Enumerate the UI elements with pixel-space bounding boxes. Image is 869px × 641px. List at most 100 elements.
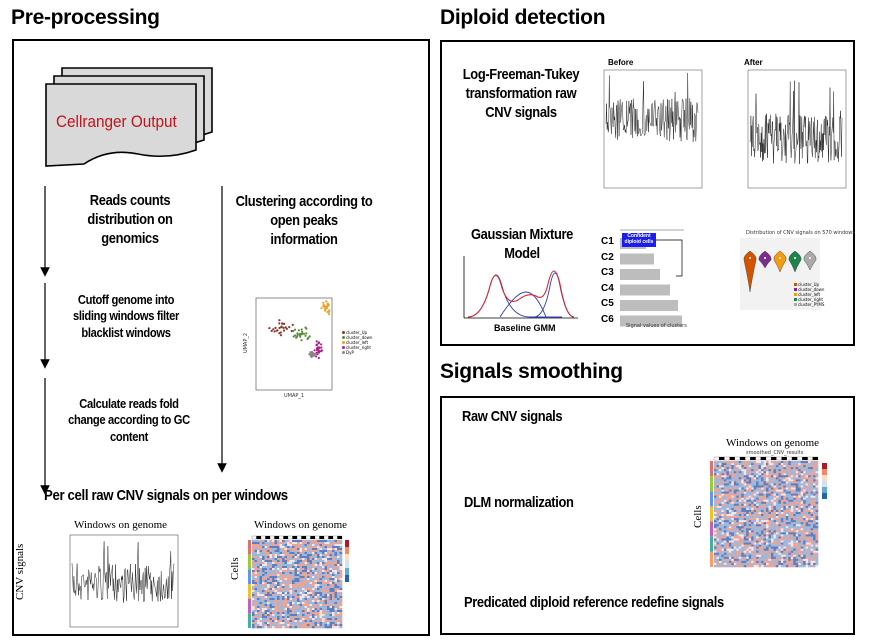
- umap-point: [305, 332, 308, 335]
- violin-shape: [803, 250, 817, 271]
- umap-point: [325, 300, 328, 303]
- umap-point: [283, 322, 286, 325]
- after-signal-plot: [747, 69, 847, 189]
- cluster-color-bar: [248, 569, 251, 584]
- gmm-step: Gaussian Mixture Model: [470, 226, 574, 262]
- color-key-swatch: [822, 469, 827, 475]
- cnv-line-ylabel: CNV signals: [14, 543, 26, 600]
- umap-point: [324, 308, 327, 311]
- umap-point: [296, 333, 299, 336]
- umap-point: [316, 348, 320, 352]
- color-key-swatch: [345, 568, 349, 575]
- color-key-swatch: [822, 493, 827, 499]
- umap-scatter-plot: [255, 297, 333, 391]
- umap-point: [313, 349, 316, 352]
- cluster-bar: [620, 300, 678, 311]
- umap-legend-entry: DyP: [342, 350, 372, 355]
- color-key-swatch: [345, 540, 349, 547]
- umap-point: [272, 328, 275, 331]
- cluster-color-bar: [710, 521, 713, 537]
- umap-point: [279, 334, 283, 337]
- raw-cnv-heatmap: [248, 535, 349, 629]
- umap-point: [280, 326, 283, 329]
- umap-point: [281, 322, 284, 325]
- umap-point: [328, 310, 331, 313]
- cluster-label: C6: [601, 313, 614, 325]
- umap-point: [314, 355, 318, 358]
- violin-legend-entry: cluster_Up: [794, 282, 824, 287]
- umap-legend-entry: cluster_left: [342, 340, 372, 345]
- umap-point: [318, 350, 321, 353]
- umap-point: [315, 343, 318, 347]
- umap-point: [298, 332, 301, 336]
- lft-transformation-step: Log-Freeman-Tukey transformation raw CNV…: [462, 66, 580, 121]
- umap-point: [285, 327, 288, 330]
- cluster-color-bar: [248, 540, 251, 555]
- cluster-color-bar: [710, 506, 713, 522]
- cluster-color-bar: [710, 476, 713, 492]
- cluster-color-bar: [248, 554, 251, 570]
- cluster-label: C2: [601, 251, 614, 263]
- umap-point: [274, 326, 277, 329]
- umap-point: [278, 322, 281, 325]
- umap-point: [317, 356, 320, 360]
- cluster-color-bar: [710, 491, 713, 507]
- umap-point: [282, 329, 286, 332]
- umap-point: [320, 346, 323, 349]
- umap-legend-entry: cluster_right: [342, 345, 372, 350]
- predicated-reference-step: Predicated diploid reference redefine si…: [464, 594, 724, 611]
- smoothed-heatmap-title: Windows on genome: [726, 437, 820, 449]
- umap-point: [291, 323, 294, 326]
- signals-smoothing-title: Signals smoothing: [440, 360, 623, 383]
- cluster-color-bar: [710, 551, 713, 567]
- diploid-detection-title: Diploid detection: [440, 6, 606, 29]
- gmm-density-plot: [463, 256, 578, 319]
- umap-point: [320, 307, 323, 310]
- umap-point: [273, 330, 276, 333]
- cellranger-output-label: Cellranger Output: [56, 112, 177, 131]
- violin-title: Distribution of CNV signals on 570 windo…: [746, 230, 855, 236]
- umap-point: [308, 335, 311, 338]
- umap-point: [322, 305, 325, 308]
- violin-shape: [788, 250, 802, 273]
- color-key-swatch: [822, 475, 827, 481]
- cluster-color-bar: [248, 584, 251, 599]
- umap-point: [317, 342, 320, 345]
- color-key-swatch: [345, 575, 349, 582]
- umap-point: [322, 301, 325, 304]
- color-key-swatch: [822, 481, 827, 487]
- violin-legend-entry: cluster_left: [794, 292, 824, 297]
- umap-legend-entry: cluster_Up: [342, 330, 372, 335]
- cluster-bar: [620, 315, 682, 327]
- umap-point: [320, 349, 323, 352]
- clustering-step: Clustering according to open peaks infor…: [235, 193, 373, 248]
- violin-legend-entry: cluster_down: [794, 287, 824, 292]
- umap-legend-entry: cluster_down: [342, 335, 372, 340]
- umap-point: [293, 328, 297, 331]
- color-key-swatch: [822, 487, 827, 493]
- umap-xlabel: UMAP_1: [284, 393, 305, 399]
- umap-point: [327, 313, 331, 316]
- cellranger-document-icon: [45, 67, 213, 167]
- gc-content-step: Calculate reads fold change according to…: [68, 396, 190, 444]
- umap-point: [302, 332, 306, 335]
- after-label: After: [744, 58, 763, 67]
- cluster-label: C5: [601, 298, 614, 309]
- umap-point: [304, 326, 307, 329]
- raw-heatmap-ylabel: Cells: [229, 557, 241, 580]
- cluster-bar: [620, 284, 670, 296]
- umap-point: [288, 326, 291, 329]
- umap-point: [315, 340, 318, 343]
- violin-legend-entry: cluster_right: [794, 297, 824, 302]
- cluster-label: C3: [601, 267, 614, 278]
- umap-point: [270, 329, 273, 332]
- umap-point: [299, 335, 302, 338]
- cluster-color-bar: [710, 536, 713, 552]
- umap-point: [326, 310, 329, 314]
- umap-point: [306, 337, 309, 341]
- color-key-swatch: [345, 561, 349, 568]
- umap-point: [278, 319, 281, 322]
- cluster-bar: [620, 269, 660, 280]
- umap-point: [324, 306, 327, 309]
- umap-point: [304, 334, 307, 337]
